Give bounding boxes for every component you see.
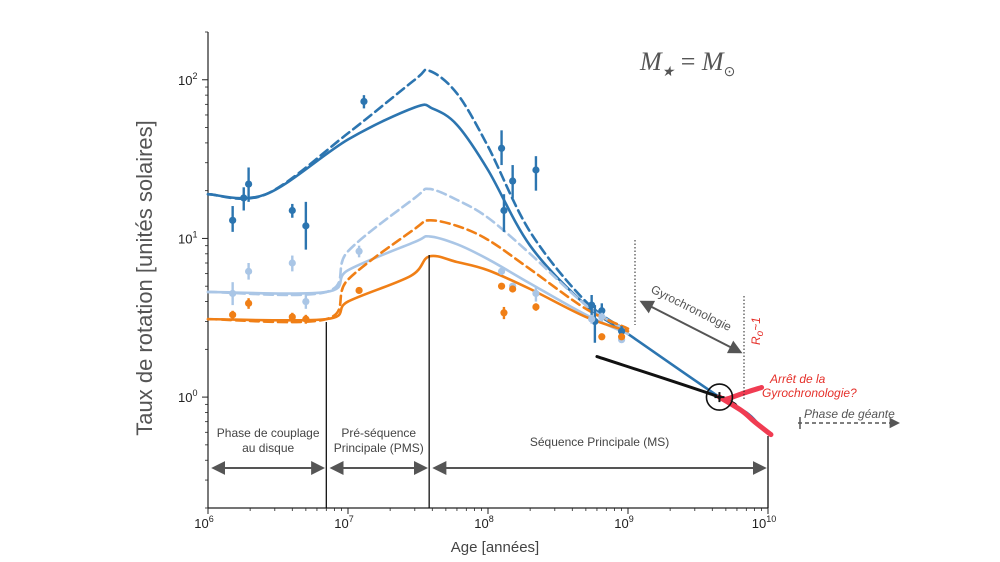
- data-point: [355, 286, 363, 295]
- stop-gyrochronology-line2: Gyrochronologie?: [762, 386, 857, 400]
- series-line-4: [206, 254, 630, 333]
- data-point: [497, 144, 506, 152]
- giant-phase-label: Phase de géante: [804, 407, 895, 421]
- series-line-2: [206, 234, 630, 336]
- data-point: [288, 206, 296, 215]
- stop-gyrochronology-line1: Arrêt de la: [769, 372, 826, 386]
- data-point: [598, 333, 606, 341]
- axes: 106 107 108 109 1010 100 101 102: [178, 31, 776, 531]
- data-point: [360, 97, 368, 106]
- phase-label: Séquence Principale (MS): [530, 435, 669, 449]
- sun-marker: [705, 383, 734, 411]
- data-point: [497, 267, 506, 275]
- data-point: [532, 289, 540, 298]
- y-axis-label: Taux de rotation [unités solaires]: [132, 120, 157, 436]
- data-point: [588, 315, 596, 323]
- mass-formula: M★ = M⊙: [639, 47, 735, 80]
- x-tick-label: 106: [194, 514, 213, 531]
- y-tick-label: 102: [178, 71, 197, 88]
- phase-label: Pré-séquence: [341, 426, 416, 440]
- x-tick-label: 109: [614, 514, 633, 531]
- data-point: [617, 327, 626, 335]
- phase-label: au disque: [242, 441, 294, 455]
- y-tick-label: 101: [178, 229, 197, 246]
- data-point: [509, 285, 517, 293]
- data-point: [500, 309, 508, 317]
- data-point: [497, 282, 506, 290]
- data-point: [245, 180, 253, 188]
- data-point: [500, 206, 508, 215]
- data-point: [617, 333, 626, 341]
- phase-label: Phase de couplage: [217, 426, 320, 440]
- data-point: [245, 267, 253, 275]
- data-point: [240, 194, 248, 202]
- data-point: [302, 315, 310, 323]
- data-point: [509, 177, 517, 185]
- data-point: [532, 303, 540, 311]
- x-tick-label: 108: [474, 514, 493, 531]
- x-tick-label: 107: [334, 514, 353, 531]
- data-point: [288, 259, 296, 267]
- data-point: [302, 297, 310, 306]
- model-curves: [206, 68, 774, 438]
- rossby-label: Ro~1: [749, 317, 766, 345]
- data-point: [588, 301, 596, 309]
- data-point: [598, 307, 606, 315]
- data-point: [229, 311, 237, 319]
- data-point: [532, 166, 540, 174]
- data-point: [245, 299, 253, 307]
- series-line-6: [595, 355, 739, 410]
- phase-label: Principale (PMS): [334, 441, 424, 455]
- observation-points: [229, 95, 626, 344]
- data-point: [229, 216, 237, 224]
- sun-circle: [705, 383, 734, 411]
- data-point: [598, 313, 606, 321]
- series-line-3: [206, 187, 630, 333]
- data-point: [288, 313, 296, 321]
- series-line-7: [716, 394, 774, 438]
- gyrochronology-arrow: [639, 300, 743, 354]
- data-point: [355, 247, 363, 255]
- y-tick-label: 100: [178, 388, 197, 405]
- x-tick-label: 1010: [752, 514, 776, 531]
- series-line-1: [206, 68, 630, 333]
- data-point: [302, 222, 310, 230]
- series-line-5: [206, 219, 630, 330]
- series-line-8: [716, 384, 765, 402]
- x-axis-label: Age [années]: [451, 539, 539, 556]
- data-point: [229, 289, 237, 298]
